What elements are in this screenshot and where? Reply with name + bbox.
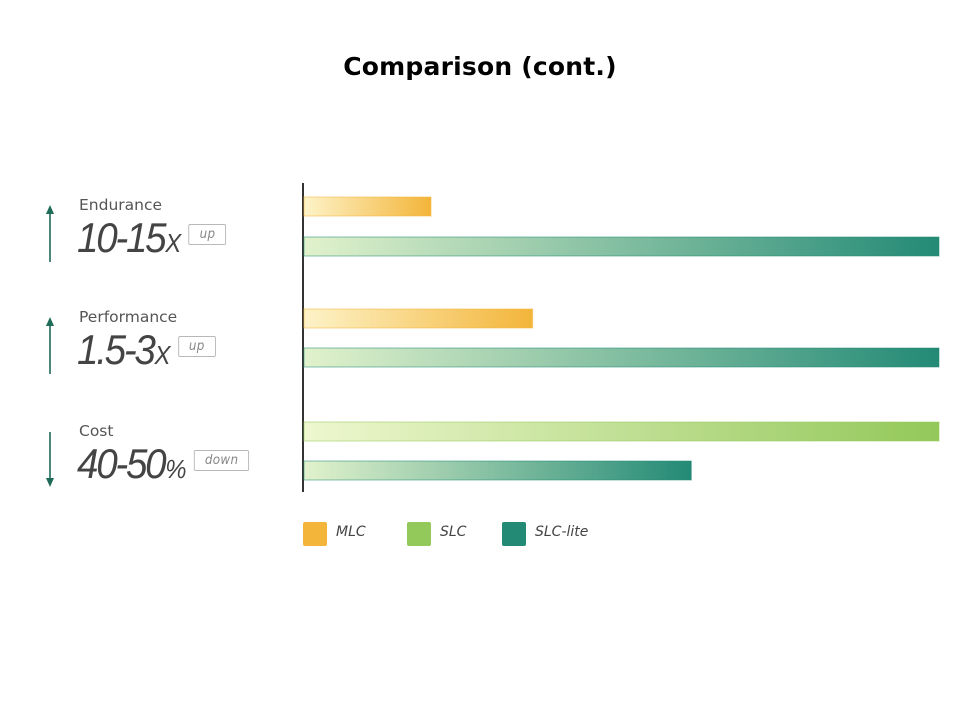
bar-slc-lite-performance	[303, 347, 940, 368]
metric-value: 10-15X up	[77, 214, 227, 262]
bar-mlc-endurance	[303, 196, 432, 217]
direction-badge: up	[177, 336, 216, 358]
metric-endurance: Endurance 10-15X up	[40, 196, 300, 306]
chart-axis-line	[302, 183, 304, 492]
bar-slc-lite-cost	[303, 460, 692, 481]
metric-label: Performance	[79, 308, 178, 326]
legend-label: SLC-lite	[535, 524, 589, 540]
legend-swatch	[303, 522, 327, 546]
metric-performance: Performance 1.5-3X up	[40, 308, 300, 418]
legend-swatch	[502, 522, 526, 546]
up-arrow-icon	[46, 317, 54, 374]
bar-slc-cost	[303, 421, 940, 442]
direction-badge: up	[188, 224, 227, 246]
metric-cost: Cost 40-50% down	[40, 422, 300, 532]
down-arrow-icon	[46, 432, 54, 487]
metric-number: 1.5-3	[77, 326, 156, 373]
bar-mlc-performance	[303, 308, 534, 329]
bar-slc-lite-endurance	[303, 236, 940, 257]
legend-label: SLC	[440, 524, 467, 540]
metric-value: 40-50% down	[77, 440, 250, 488]
page-title: Comparison (cont.)	[343, 52, 617, 81]
metric-value: 1.5-3X up	[77, 326, 216, 374]
metric-unit: X	[165, 228, 182, 258]
metric-label: Cost	[79, 422, 114, 440]
metric-number: 10-15	[77, 214, 167, 261]
direction-badge: down	[193, 450, 250, 472]
metric-unit: %	[165, 454, 187, 484]
legend-label: MLC	[336, 524, 366, 540]
legend-swatch	[407, 522, 431, 546]
up-arrow-icon	[46, 205, 54, 262]
metric-unit: X	[154, 340, 171, 370]
metric-label: Endurance	[79, 196, 163, 214]
metric-number: 40-50	[77, 440, 167, 487]
